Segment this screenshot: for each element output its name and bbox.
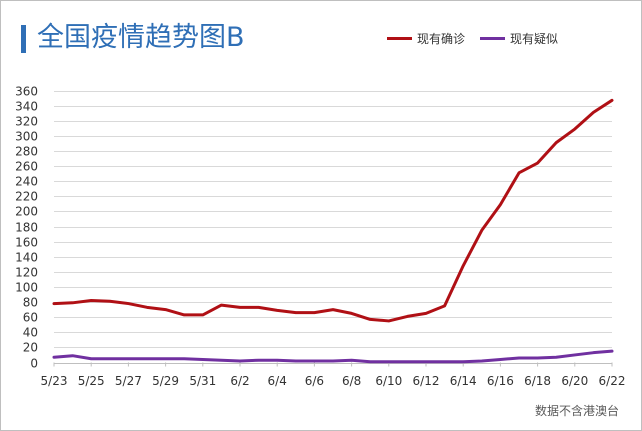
y-tick-label: 360 (15, 85, 38, 99)
legend: 现有确诊 现有疑似 (387, 31, 558, 46)
y-tick-label: 340 (15, 100, 38, 114)
y-tick-label: 280 (15, 145, 38, 159)
x-tick-label: 6/18 (524, 374, 551, 388)
title-accent-bar (21, 25, 26, 53)
y-tick-label: 140 (15, 251, 38, 265)
grid-lines (54, 91, 612, 364)
x-tick-label: 6/6 (305, 374, 324, 388)
y-tick-label: 320 (15, 115, 38, 129)
x-tick-label: 5/25 (78, 374, 105, 388)
y-tick-label: 160 (15, 236, 38, 250)
x-tick-label: 6/16 (487, 374, 514, 388)
x-tick-label: 5/23 (41, 374, 68, 388)
y-tick-label: 220 (15, 190, 38, 204)
x-tick-label: 5/27 (115, 374, 142, 388)
y-tick-label: 200 (15, 205, 38, 219)
y-axis-ticks: 0204060801001201401601802002202402602803… (15, 85, 38, 371)
y-tick-label: 60 (23, 311, 38, 325)
series-lines (52, 98, 614, 364)
y-tick-label: 180 (15, 221, 38, 235)
series-line-confirmed (52, 98, 614, 323)
legend-label-confirmed: 现有确诊 (417, 32, 465, 46)
y-tick-label: 240 (15, 175, 38, 189)
y-tick-label: 0 (30, 357, 38, 371)
series-line-suspected (52, 349, 614, 364)
y-tick-label: 120 (15, 266, 38, 280)
y-tick-label: 100 (15, 281, 38, 295)
y-tick-label: 300 (15, 130, 38, 144)
x-tick-label: 6/20 (561, 374, 588, 388)
x-axis-ticks: 5/23 5/25 5/27 5/29 5/31 6/2 6/4 6/6 6/8 6/10 6/12… (41, 362, 626, 388)
x-tick-label: 6/14 (450, 374, 477, 388)
x-tick-label: 6/2 (230, 374, 249, 388)
y-tick-label: 80 (23, 296, 38, 310)
x-tick-label: 6/12 (413, 374, 440, 388)
y-tick-label: 40 (23, 326, 38, 340)
x-tick-label: 5/29 (152, 374, 179, 388)
y-tick-label: 20 (23, 341, 38, 355)
x-tick-label: 5/31 (189, 374, 216, 388)
x-tick-label: 6/8 (342, 374, 361, 388)
x-tick-label: 6/4 (268, 374, 287, 388)
x-tick-label: 6/10 (375, 374, 402, 388)
legend-label-suspected: 现有疑似 (510, 31, 558, 46)
chart-title: 全国疫情趋势图B (37, 22, 245, 53)
y-tick-label: 260 (15, 160, 38, 174)
x-tick-label: 6/22 (599, 374, 626, 388)
source-note: 数据不含港澳台 (534, 404, 619, 418)
